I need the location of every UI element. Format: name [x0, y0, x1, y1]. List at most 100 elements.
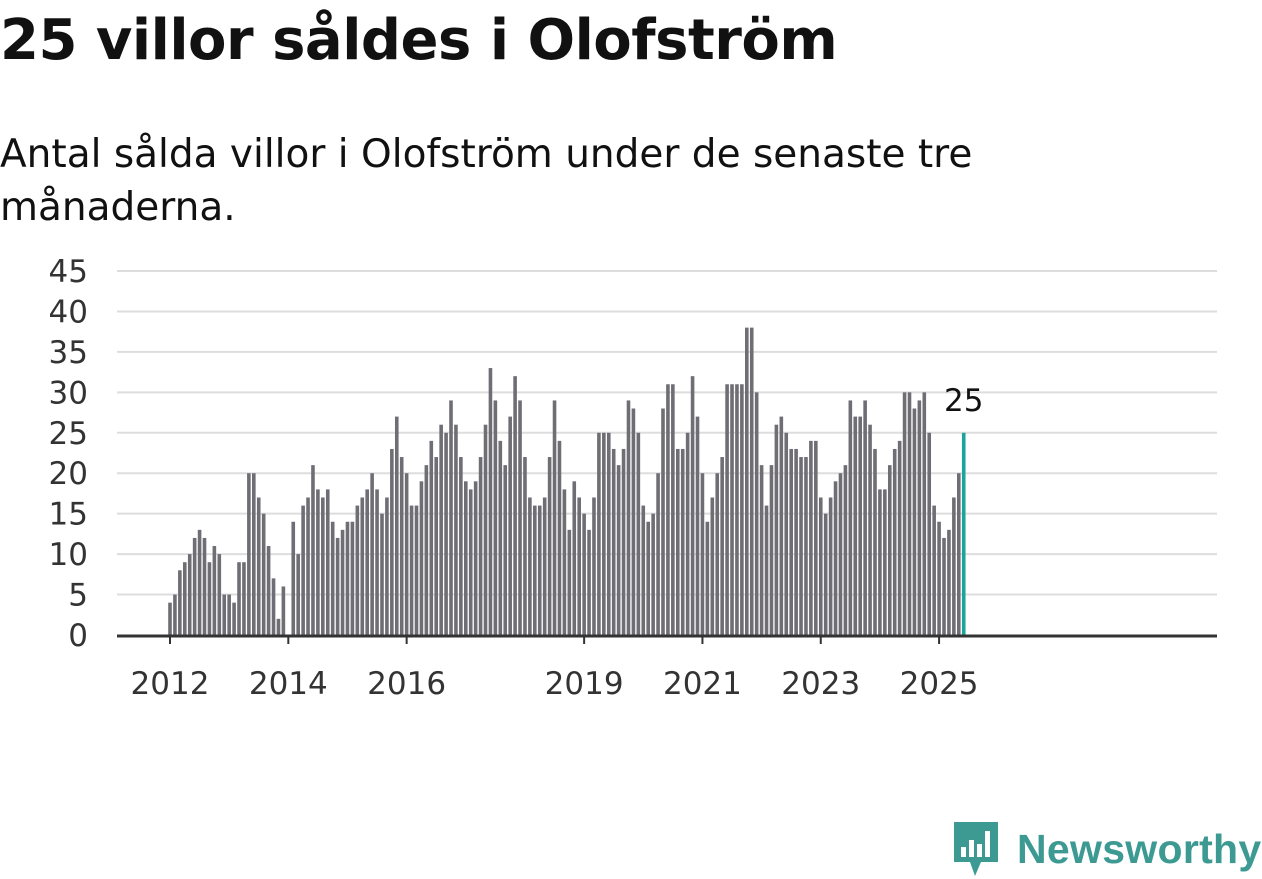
bar [562, 489, 567, 635]
bar [513, 376, 517, 635]
bar [271, 578, 276, 635]
bar [242, 562, 246, 635]
bar [902, 392, 907, 635]
bar [261, 513, 266, 635]
bar [419, 481, 424, 635]
bar [587, 529, 591, 635]
bar [690, 376, 695, 635]
bar [311, 465, 315, 635]
bar [533, 505, 537, 635]
bar [764, 505, 769, 635]
bar [675, 448, 680, 635]
x-tick-label: 2021 [663, 666, 742, 702]
bar [370, 473, 374, 635]
bar [207, 562, 212, 635]
bar [809, 440, 813, 635]
bar [799, 457, 803, 635]
bar [789, 448, 793, 635]
bar [892, 448, 897, 635]
bar [952, 497, 956, 635]
bar [592, 497, 596, 635]
bar [833, 481, 838, 635]
bar [335, 537, 340, 635]
bar [473, 481, 478, 635]
bar [227, 594, 231, 635]
bar [345, 521, 350, 635]
bar [917, 400, 922, 635]
bar [375, 489, 379, 635]
bar [863, 400, 867, 635]
bar [390, 448, 394, 635]
bar [409, 505, 414, 635]
bar [222, 594, 227, 635]
bar [173, 594, 177, 635]
bar [749, 327, 754, 635]
bar [306, 497, 310, 635]
bar [611, 448, 616, 635]
bar [256, 497, 261, 635]
bar [715, 473, 720, 635]
bar [873, 448, 877, 635]
bar [429, 440, 434, 635]
bar [444, 432, 448, 635]
bar [828, 497, 833, 635]
bar [178, 570, 182, 635]
chart-subtitle: Antal sålda villor i Olofström under de … [0, 132, 973, 230]
chart-title: 25 villor såldes i Olofström [0, 8, 838, 73]
bar [321, 497, 325, 635]
bar [449, 400, 453, 635]
bar [631, 408, 636, 635]
bar [325, 489, 330, 635]
bar [606, 432, 611, 635]
bar [804, 457, 808, 635]
bar [720, 457, 724, 635]
newsworthy-logo[interactable]: Newsworthy [951, 820, 1262, 878]
bar [705, 521, 710, 635]
bar-highlighted [961, 432, 966, 635]
bar [680, 448, 685, 635]
bar [848, 400, 853, 635]
bar [394, 416, 399, 635]
y-tick-label: 10 [49, 537, 88, 573]
y-tick-label: 20 [49, 456, 88, 492]
bar [291, 521, 296, 635]
bar [459, 457, 463, 635]
bar [404, 473, 409, 635]
bar [646, 521, 651, 635]
bar [296, 554, 300, 635]
bar [937, 521, 941, 635]
bar [478, 457, 483, 635]
bar [330, 521, 335, 635]
bar [360, 497, 365, 635]
bar [730, 384, 734, 635]
bar [616, 465, 621, 635]
bar [823, 513, 828, 635]
x-tick-label: 2023 [781, 666, 860, 702]
y-tick-label: 0 [68, 618, 88, 654]
bar [868, 424, 872, 635]
bar [947, 529, 951, 635]
bar [340, 529, 345, 635]
bar [818, 497, 823, 635]
bars [168, 327, 966, 635]
bar [725, 384, 729, 635]
bar [252, 473, 256, 635]
bar [493, 400, 498, 635]
bar [858, 416, 862, 635]
x-tick-label: 2025 [900, 666, 979, 702]
bar [932, 505, 936, 635]
y-tick-label: 35 [49, 335, 88, 371]
bar [572, 481, 577, 635]
bar [365, 489, 369, 635]
bar [542, 497, 547, 635]
bar [656, 473, 660, 635]
bar [740, 384, 744, 635]
bar [266, 546, 271, 635]
bar [754, 392, 759, 635]
y-tick-label: 45 [49, 254, 88, 290]
bar [685, 432, 690, 635]
x-tick-label: 2012 [131, 666, 210, 702]
bar [735, 384, 739, 635]
